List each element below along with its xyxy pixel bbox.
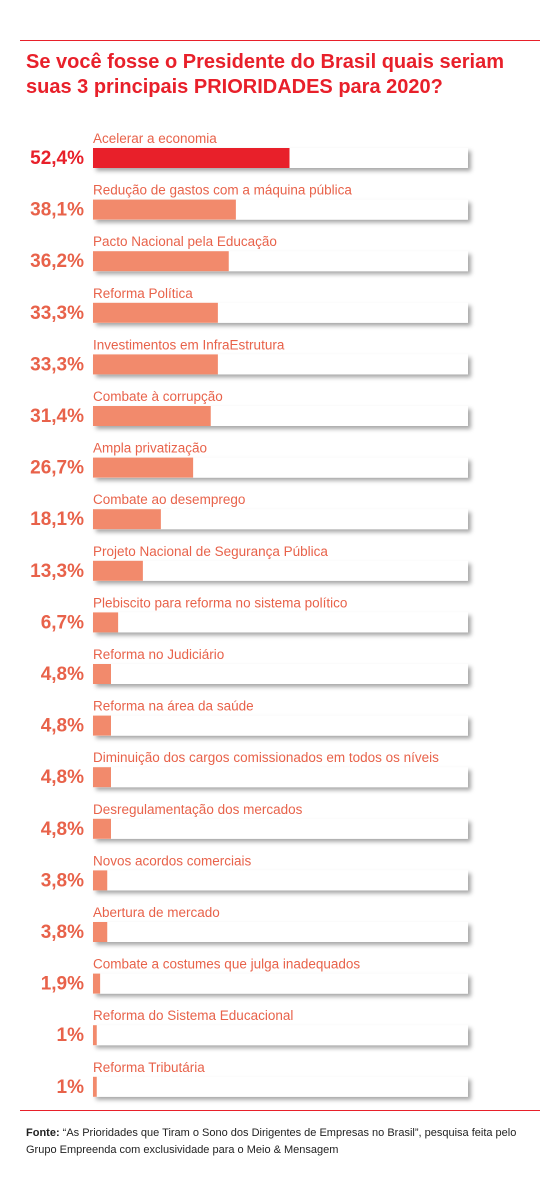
bar	[93, 251, 229, 272]
value-label: 26,7%	[30, 458, 84, 479]
value-label: 4,8%	[41, 664, 84, 685]
bar-row: Reforma Política 33,3%	[30, 286, 468, 324]
bar-track	[93, 767, 468, 788]
category-label: Reforma Política	[93, 286, 193, 301]
bar-row: Reforma no Judiciário 4,8%	[41, 647, 468, 685]
bar	[93, 870, 108, 891]
bar	[93, 767, 111, 788]
category-label: Combate ao desemprego	[93, 492, 245, 507]
bar-row: Ampla privatização 26,7%	[30, 441, 468, 479]
top-rule	[20, 40, 540, 41]
value-label: 3,8%	[41, 870, 84, 891]
chart-title: Se você fosse o Presidente do Brasil qua…	[26, 51, 504, 98]
bar-row: Reforma na área da saúde 4,8%	[41, 699, 468, 737]
value-label: 1,9%	[41, 974, 84, 995]
value-label: 3,8%	[41, 922, 84, 943]
category-label: Acelerar a economia	[93, 131, 217, 146]
bar-row: Desregulamentação dos mercados 4,8%	[41, 802, 468, 840]
bar-track	[93, 560, 468, 581]
value-label: 13,3%	[30, 561, 84, 582]
category-label: Diminuição dos cargos comissionados em t…	[93, 750, 439, 765]
category-label: Plebiscito para reforma no sistema polít…	[93, 595, 347, 610]
value-label: 31,4%	[30, 406, 84, 427]
bar	[93, 560, 143, 581]
bar-track	[93, 509, 468, 530]
bar-row: Abertura de mercado 3,8%	[41, 905, 468, 943]
bar-track	[93, 1076, 468, 1097]
category-label: Reforma no Judiciário	[93, 647, 224, 662]
value-label: 36,2%	[30, 251, 84, 272]
category-label: Novos acordos comerciais	[93, 853, 252, 868]
bar-row: Novos acordos comerciais 3,8%	[41, 853, 468, 891]
category-label: Pacto Nacional pela Educação	[93, 234, 277, 249]
value-label: 33,3%	[30, 354, 84, 375]
bar-track	[93, 870, 468, 891]
bar-row: Reforma do Sistema Educacional 1%	[57, 1008, 468, 1046]
category-label: Desregulamentação dos mercados	[93, 802, 303, 817]
bar-track	[93, 715, 468, 736]
value-label: 4,8%	[41, 767, 84, 788]
source-label: Fonte:	[26, 1127, 60, 1139]
bar-row: Redução de gastos com a máquina pública 3…	[30, 183, 468, 221]
value-label: 4,8%	[41, 716, 84, 737]
bar	[93, 973, 101, 994]
bar	[93, 457, 194, 478]
bar-track	[93, 973, 468, 994]
category-label: Combate à corrupção	[93, 389, 223, 404]
source-note: Fonte: “As Prioridades que Tiram o Sono …	[26, 1125, 546, 1159]
bar-row: Reforma Tributária 1%	[57, 1060, 468, 1098]
bar-row: Investimentos em InfraEstrutura 33,3%	[30, 337, 468, 375]
bar	[93, 406, 211, 426]
value-label: 52,4%	[30, 148, 84, 169]
bottom-rule	[20, 1110, 540, 1111]
bar-row: Combate ao desemprego 18,1%	[30, 492, 468, 530]
bar-row: Diminuição dos cargos comissionados em t…	[41, 750, 468, 788]
value-label: 38,1%	[30, 200, 84, 221]
bar	[93, 612, 119, 633]
bar-row: Plebiscito para reforma no sistema polít…	[41, 595, 468, 633]
category-label: Reforma Tributária	[93, 1060, 205, 1075]
bar	[93, 1025, 97, 1046]
bar-row: Acelerar a economia 52,4%	[30, 131, 468, 169]
bar-row: Pacto Nacional pela Educação 36,2%	[30, 234, 468, 272]
value-label: 1%	[57, 1025, 85, 1046]
bar	[93, 818, 111, 839]
bar	[93, 148, 290, 168]
category-label: Combate a costumes que julga inadequados	[93, 957, 360, 972]
value-label: 18,1%	[30, 509, 84, 530]
bar	[93, 715, 111, 736]
bar	[93, 354, 218, 375]
category-label: Investimentos em InfraEstrutura	[93, 337, 285, 352]
value-label: 6,7%	[41, 612, 84, 633]
value-label: 33,3%	[30, 303, 84, 324]
bar	[93, 922, 108, 942]
bar	[93, 664, 111, 684]
category-label: Reforma na área da saúde	[93, 699, 254, 714]
bar	[93, 509, 161, 530]
source-text: “As Prioridades que Tiram o Sono dos Dir…	[26, 1127, 517, 1156]
bar	[93, 1076, 97, 1097]
value-label: 4,8%	[41, 819, 84, 840]
bar-track	[93, 818, 468, 839]
category-label: Abertura de mercado	[93, 905, 220, 920]
bar-track	[93, 922, 468, 942]
bar	[93, 302, 218, 323]
bar-track	[93, 612, 468, 633]
bar	[93, 199, 236, 220]
bar-row: Combate a costumes que julga inadequados…	[41, 957, 468, 995]
category-label: Redução de gastos com a máquina pública	[93, 183, 352, 198]
bar-track	[93, 664, 468, 684]
category-label: Reforma do Sistema Educacional	[93, 1008, 293, 1023]
bar-track	[93, 1025, 468, 1046]
category-label: Ampla privatização	[93, 441, 207, 456]
category-label: Projeto Nacional de Segurança Pública	[93, 544, 328, 559]
bar-row: Combate à corrupção 31,4%	[30, 389, 468, 427]
value-label: 1%	[57, 1077, 85, 1098]
bar-row: Projeto Nacional de Segurança Pública 13,…	[30, 544, 468, 582]
